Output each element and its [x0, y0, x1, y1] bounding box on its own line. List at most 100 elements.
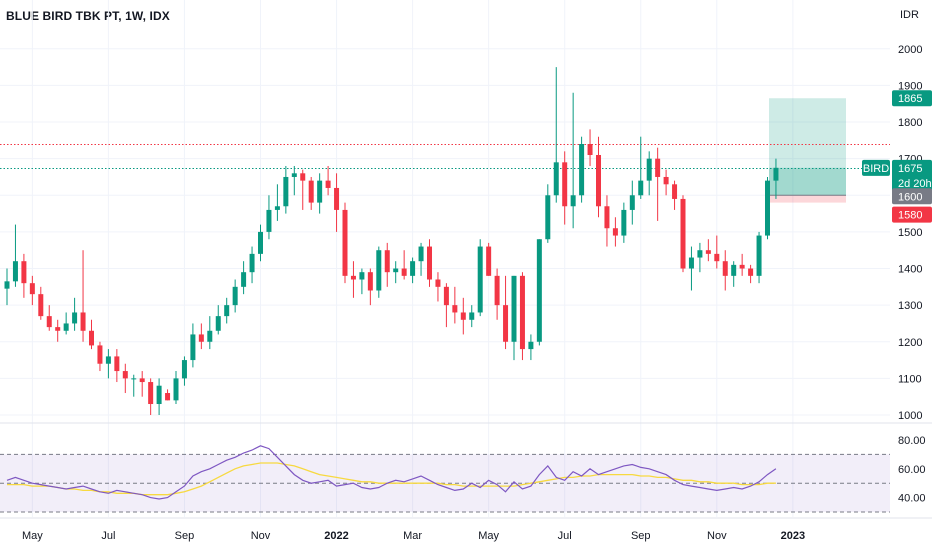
candle-body [452, 305, 458, 313]
position-stop-zone [769, 195, 846, 203]
horizontal-lines [0, 144, 890, 169]
candle-body [156, 385, 162, 405]
candle-body [705, 250, 711, 254]
candle-up [12, 224, 18, 287]
target-tag-value: 1865 [898, 93, 922, 105]
time-tick-label: May [478, 530, 499, 542]
candle-down [114, 349, 120, 383]
candle-up [697, 242, 703, 273]
candle-body [756, 235, 762, 276]
candle-body [655, 158, 661, 177]
candle-body [334, 187, 340, 210]
candle-body [241, 272, 247, 287]
rsi-tick-label: 40.00 [898, 493, 926, 505]
candle-up [241, 261, 247, 295]
entry-tag: 1600 [892, 188, 932, 205]
price-axis[interactable]: IDR1000110012001300140015001600170018001… [898, 9, 926, 505]
candle-body [325, 180, 331, 188]
candle-down [97, 341, 103, 372]
price-tick-label: 1000 [898, 410, 922, 422]
candle-up [266, 195, 272, 240]
candle-body [621, 209, 627, 236]
candle-body [486, 246, 492, 276]
price-tick-label: 1800 [898, 117, 922, 129]
candle-body [224, 305, 230, 317]
candle-body [688, 257, 694, 269]
candle-down [427, 239, 432, 287]
candle-down [198, 323, 204, 350]
candle-body [469, 312, 475, 320]
candle-body [80, 312, 86, 331]
candle-up [638, 136, 644, 199]
candle-body [697, 250, 703, 258]
candle-body [291, 173, 297, 177]
candle-down [21, 253, 27, 298]
last-price-badge [892, 159, 932, 192]
candle-down [29, 275, 35, 306]
candle-body [342, 209, 348, 276]
candle-down [494, 268, 500, 320]
long-position-tool[interactable] [769, 98, 846, 203]
target-tag-badge [892, 90, 932, 107]
candle-down [443, 283, 449, 328]
candle-down [705, 239, 711, 262]
candle-body [722, 261, 728, 276]
stop-tag-value: 1580 [898, 210, 922, 222]
position-filled-zone [769, 167, 846, 196]
candle-body [72, 312, 78, 324]
candle-down [655, 147, 661, 221]
candle-body [443, 286, 449, 306]
candle-up [224, 297, 230, 324]
candle-up [418, 242, 424, 276]
candle-body [562, 162, 568, 207]
candle-body [190, 334, 196, 361]
candle-body [638, 180, 644, 196]
candle-up [570, 92, 576, 229]
candle-down [612, 217, 618, 247]
candle-body [89, 330, 94, 346]
time-tick-label: Sep [631, 530, 651, 542]
time-tick-label: May [22, 530, 43, 542]
time-tick-label: Sep [175, 530, 195, 542]
time-tick-label: 2023 [781, 530, 805, 542]
candle-body [731, 264, 737, 276]
time-axis[interactable]: May Jul Sep Nov 2022 Mar May Jul Sep Nov 2023 [22, 530, 805, 542]
candle-up [173, 371, 179, 405]
position-target-zone [769, 98, 846, 196]
candle-body [122, 371, 128, 379]
rsi-tick-label: 80.00 [898, 435, 926, 447]
candle-body [46, 316, 52, 328]
candle-up [646, 151, 652, 196]
candle-body [317, 180, 323, 203]
candle-down [139, 371, 145, 397]
candle-body [748, 268, 754, 276]
candle-body [435, 279, 441, 287]
candle-down [384, 242, 390, 287]
candle-body [97, 345, 103, 364]
price-tick-label: 1900 [898, 80, 922, 92]
candle-up [359, 268, 365, 295]
time-tick-label: Mar [403, 530, 422, 542]
candle-body [460, 312, 466, 320]
candle-body [4, 281, 10, 289]
grid [0, 0, 932, 519]
candle-down [38, 286, 44, 320]
candle-body [105, 356, 111, 364]
candle-up [469, 305, 475, 328]
candle-body [393, 268, 399, 273]
candle-down [722, 250, 728, 291]
countdown-value: 2d 20h [898, 178, 932, 190]
last-price-tag: BIRD 1675 2d 20h [862, 159, 932, 192]
candle-body [553, 162, 559, 196]
candle-up [190, 323, 196, 368]
candle-body [672, 184, 678, 199]
candle-up [249, 246, 255, 284]
candle-body [114, 356, 120, 372]
candle-body [38, 294, 44, 317]
currency-label: IDR [900, 9, 919, 21]
candle-body [232, 286, 238, 306]
candle-body [519, 275, 525, 350]
candle-body [646, 158, 652, 181]
candle-body [300, 173, 306, 181]
